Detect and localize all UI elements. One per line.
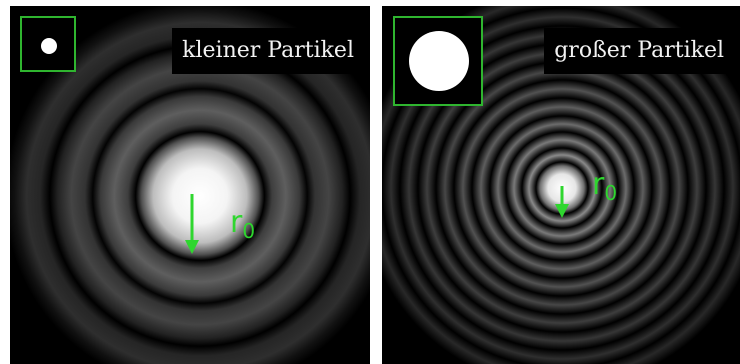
radius-label: r0: [230, 205, 256, 244]
particle-dot: [41, 38, 57, 54]
panel-title: kleiner Partikel: [172, 28, 364, 74]
particle-inset-small: [20, 16, 76, 72]
diffraction-panel-small: kleiner Partikel r0: [10, 6, 370, 364]
particle-dot: [409, 31, 469, 91]
panel-title: großer Partikel: [544, 28, 734, 74]
radius-arrow-head: [555, 204, 569, 218]
particle-inset-large: [393, 16, 483, 106]
radius-label: r0: [592, 167, 618, 206]
radius-arrow-head: [185, 240, 199, 254]
diffraction-panel-large: großer Partikel r0: [382, 6, 740, 364]
